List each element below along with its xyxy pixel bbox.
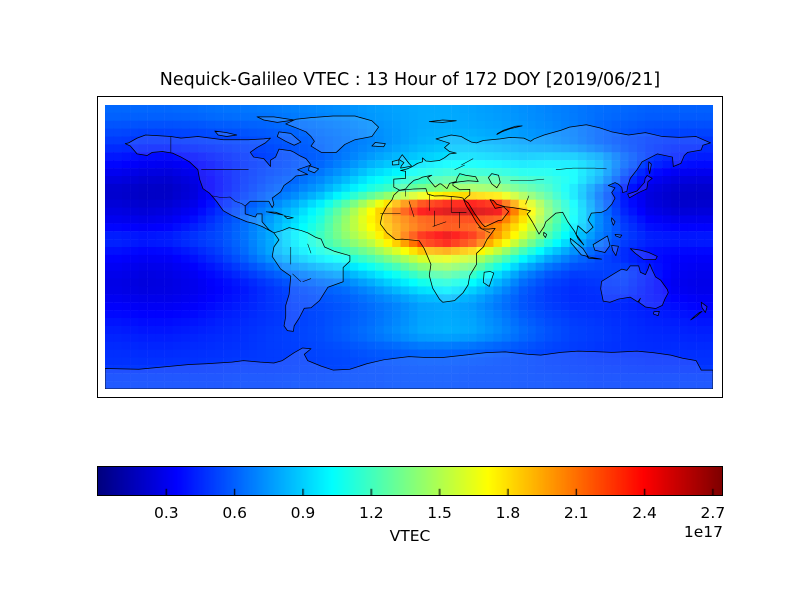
map-axes-frame <box>97 96 723 398</box>
colorbar-offset-label: 1e17 <box>683 523 723 541</box>
coastlines-svg <box>105 105 713 389</box>
colorbar-tick-label: 1.5 <box>427 504 452 522</box>
colorbar <box>97 466 723 496</box>
colorbar-tick-label: 0.6 <box>222 504 247 522</box>
colorbar-tick-label: 2.1 <box>563 504 589 522</box>
colorbar-label: VTEC <box>389 527 431 545</box>
colorbar-tick-label: 2.4 <box>632 504 657 522</box>
colorbar-gradient-canvas <box>98 467 722 495</box>
landmasses <box>105 116 713 389</box>
colorbar-tick-labels: 0.3 0.6 0.9 1.2 1.5 1.8 2.1 2.4 2.7 <box>98 504 725 522</box>
colorbar-tick-label: 1.2 <box>358 504 384 522</box>
country-borders <box>171 137 607 282</box>
colorbar-tick-label: 0.9 <box>290 504 316 522</box>
colorbar-tick-label: 2.7 <box>700 504 726 522</box>
plot-title: Nequick-Galileo VTEC : 13 Hour of 172 DO… <box>159 70 661 90</box>
colorbar-tick-label: 1.8 <box>495 504 521 522</box>
colorbar-tick-label: 0.3 <box>153 504 179 522</box>
